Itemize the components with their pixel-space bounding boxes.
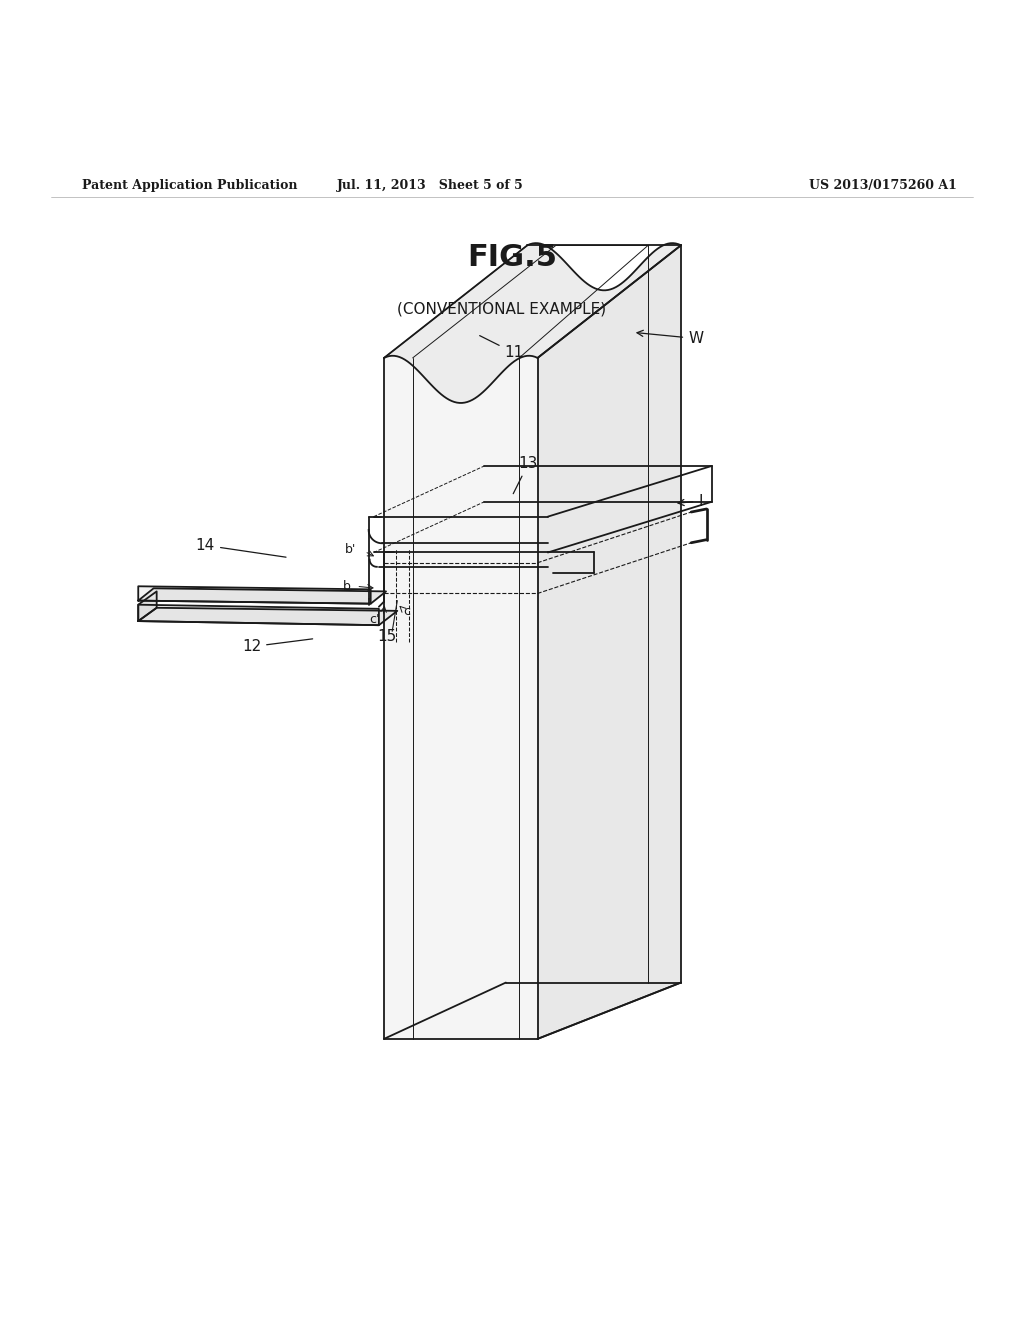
Text: 13: 13 xyxy=(513,455,538,494)
Text: Patent Application Publication: Patent Application Publication xyxy=(82,180,297,193)
Polygon shape xyxy=(138,586,371,603)
Polygon shape xyxy=(538,246,681,1039)
Text: (CONVENTIONAL EXAMPLE): (CONVENTIONAL EXAMPLE) xyxy=(397,301,606,317)
Text: W: W xyxy=(637,330,703,346)
Polygon shape xyxy=(138,607,397,626)
Polygon shape xyxy=(138,591,157,622)
Polygon shape xyxy=(138,605,379,626)
Polygon shape xyxy=(384,243,681,403)
Text: c: c xyxy=(403,606,411,618)
Text: I: I xyxy=(678,494,702,508)
Text: FIG.5: FIG.5 xyxy=(467,243,557,272)
Text: b': b' xyxy=(345,543,356,556)
Polygon shape xyxy=(138,589,386,603)
Text: c': c' xyxy=(370,612,380,626)
Text: 15: 15 xyxy=(378,628,396,644)
Text: b: b xyxy=(343,579,351,593)
Polygon shape xyxy=(384,356,538,1039)
Text: 12: 12 xyxy=(242,639,312,655)
Text: 14: 14 xyxy=(196,537,286,557)
Text: US 2013/0175260 A1: US 2013/0175260 A1 xyxy=(809,180,956,193)
Text: Jul. 11, 2013   Sheet 5 of 5: Jul. 11, 2013 Sheet 5 of 5 xyxy=(337,180,523,193)
Text: 11: 11 xyxy=(479,335,523,360)
